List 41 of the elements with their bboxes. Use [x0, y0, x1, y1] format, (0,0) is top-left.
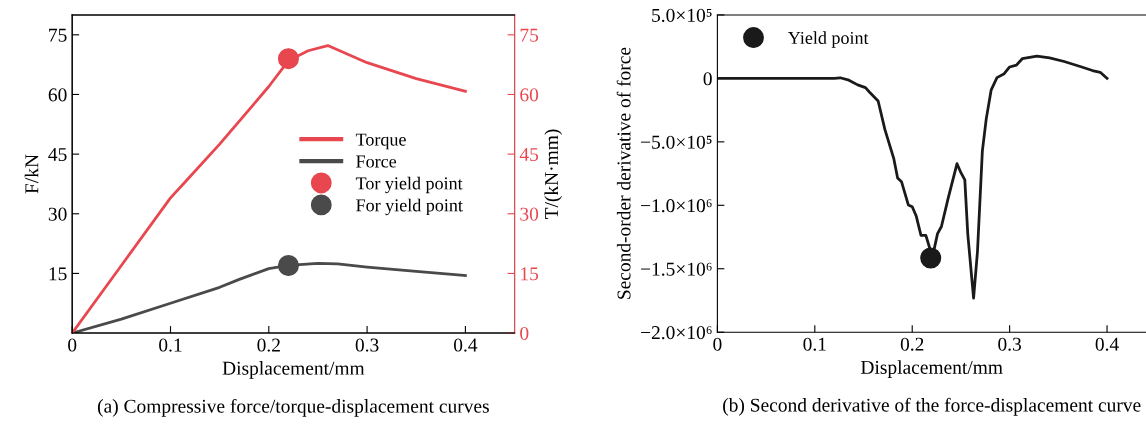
x-tick-label: 0.3 [998, 337, 1022, 351]
y2-tick-label: 30 [520, 207, 539, 221]
legend-label: Torque [355, 133, 406, 150]
x-tick-label: 0 [713, 337, 722, 351]
line-series [72, 44, 467, 334]
legend-label: Force [356, 155, 397, 168]
legend-label: For yield point [356, 198, 463, 216]
y-tick-label: 5.0×10⁵ [652, 8, 712, 22]
x-tick-label: 0.4 [1095, 337, 1119, 351]
x-tick-label: 0.4 [453, 338, 478, 352]
x-tick-label: 0 [68, 338, 77, 352]
y-tick-label: 0 [703, 72, 712, 86]
legend-label: Tor yield point [355, 176, 463, 194]
text: (b) Second derivative of the force-displacement curve [723, 397, 1141, 416]
x-tick-label: 0.1 [159, 338, 182, 352]
y2-tick-label: 45 [519, 148, 539, 162]
y-tick-label: 45 [48, 148, 67, 162]
line-series [717, 54, 1109, 300]
x-tick-label: 0.1 [803, 337, 826, 351]
y-axis-title: F/kN [24, 154, 39, 194]
x-axis-title: Displacement/mm [222, 361, 365, 379]
x-tick-label: 0.3 [355, 338, 379, 352]
y-tick-label: −5.0×10⁵ [641, 135, 712, 149]
y-axis-title: Second-order derivative of force [616, 47, 631, 299]
x-axis-title: Displacement/mm [860, 360, 1003, 378]
y2-tick-label: 60 [520, 88, 539, 102]
x-tick-label: 0.2 [257, 338, 280, 352]
y-tick-label: −1.0×10⁶ [641, 199, 712, 213]
y-tick-label: 60 [48, 88, 67, 102]
y-tick-label: 30 [48, 207, 67, 221]
y2-tick-label: 15 [521, 267, 539, 281]
y-tick-label: 75 [49, 28, 67, 42]
y-tick-label: 15 [49, 267, 67, 281]
y-tick-label: −2.0×10⁶ [641, 326, 712, 340]
y-tick-label: −1.5×10⁶ [641, 262, 712, 276]
x-tick-label: 0.2 [900, 337, 924, 351]
y2-axis-title: T/(kN·mm) [544, 129, 563, 220]
y2-tick-label: 0 [520, 326, 529, 340]
text: (a) Compressive force/torque-displacement curves [97, 398, 489, 417]
y2-tick-label: 75 [520, 28, 539, 42]
legend-label: Yield point [788, 31, 869, 48]
